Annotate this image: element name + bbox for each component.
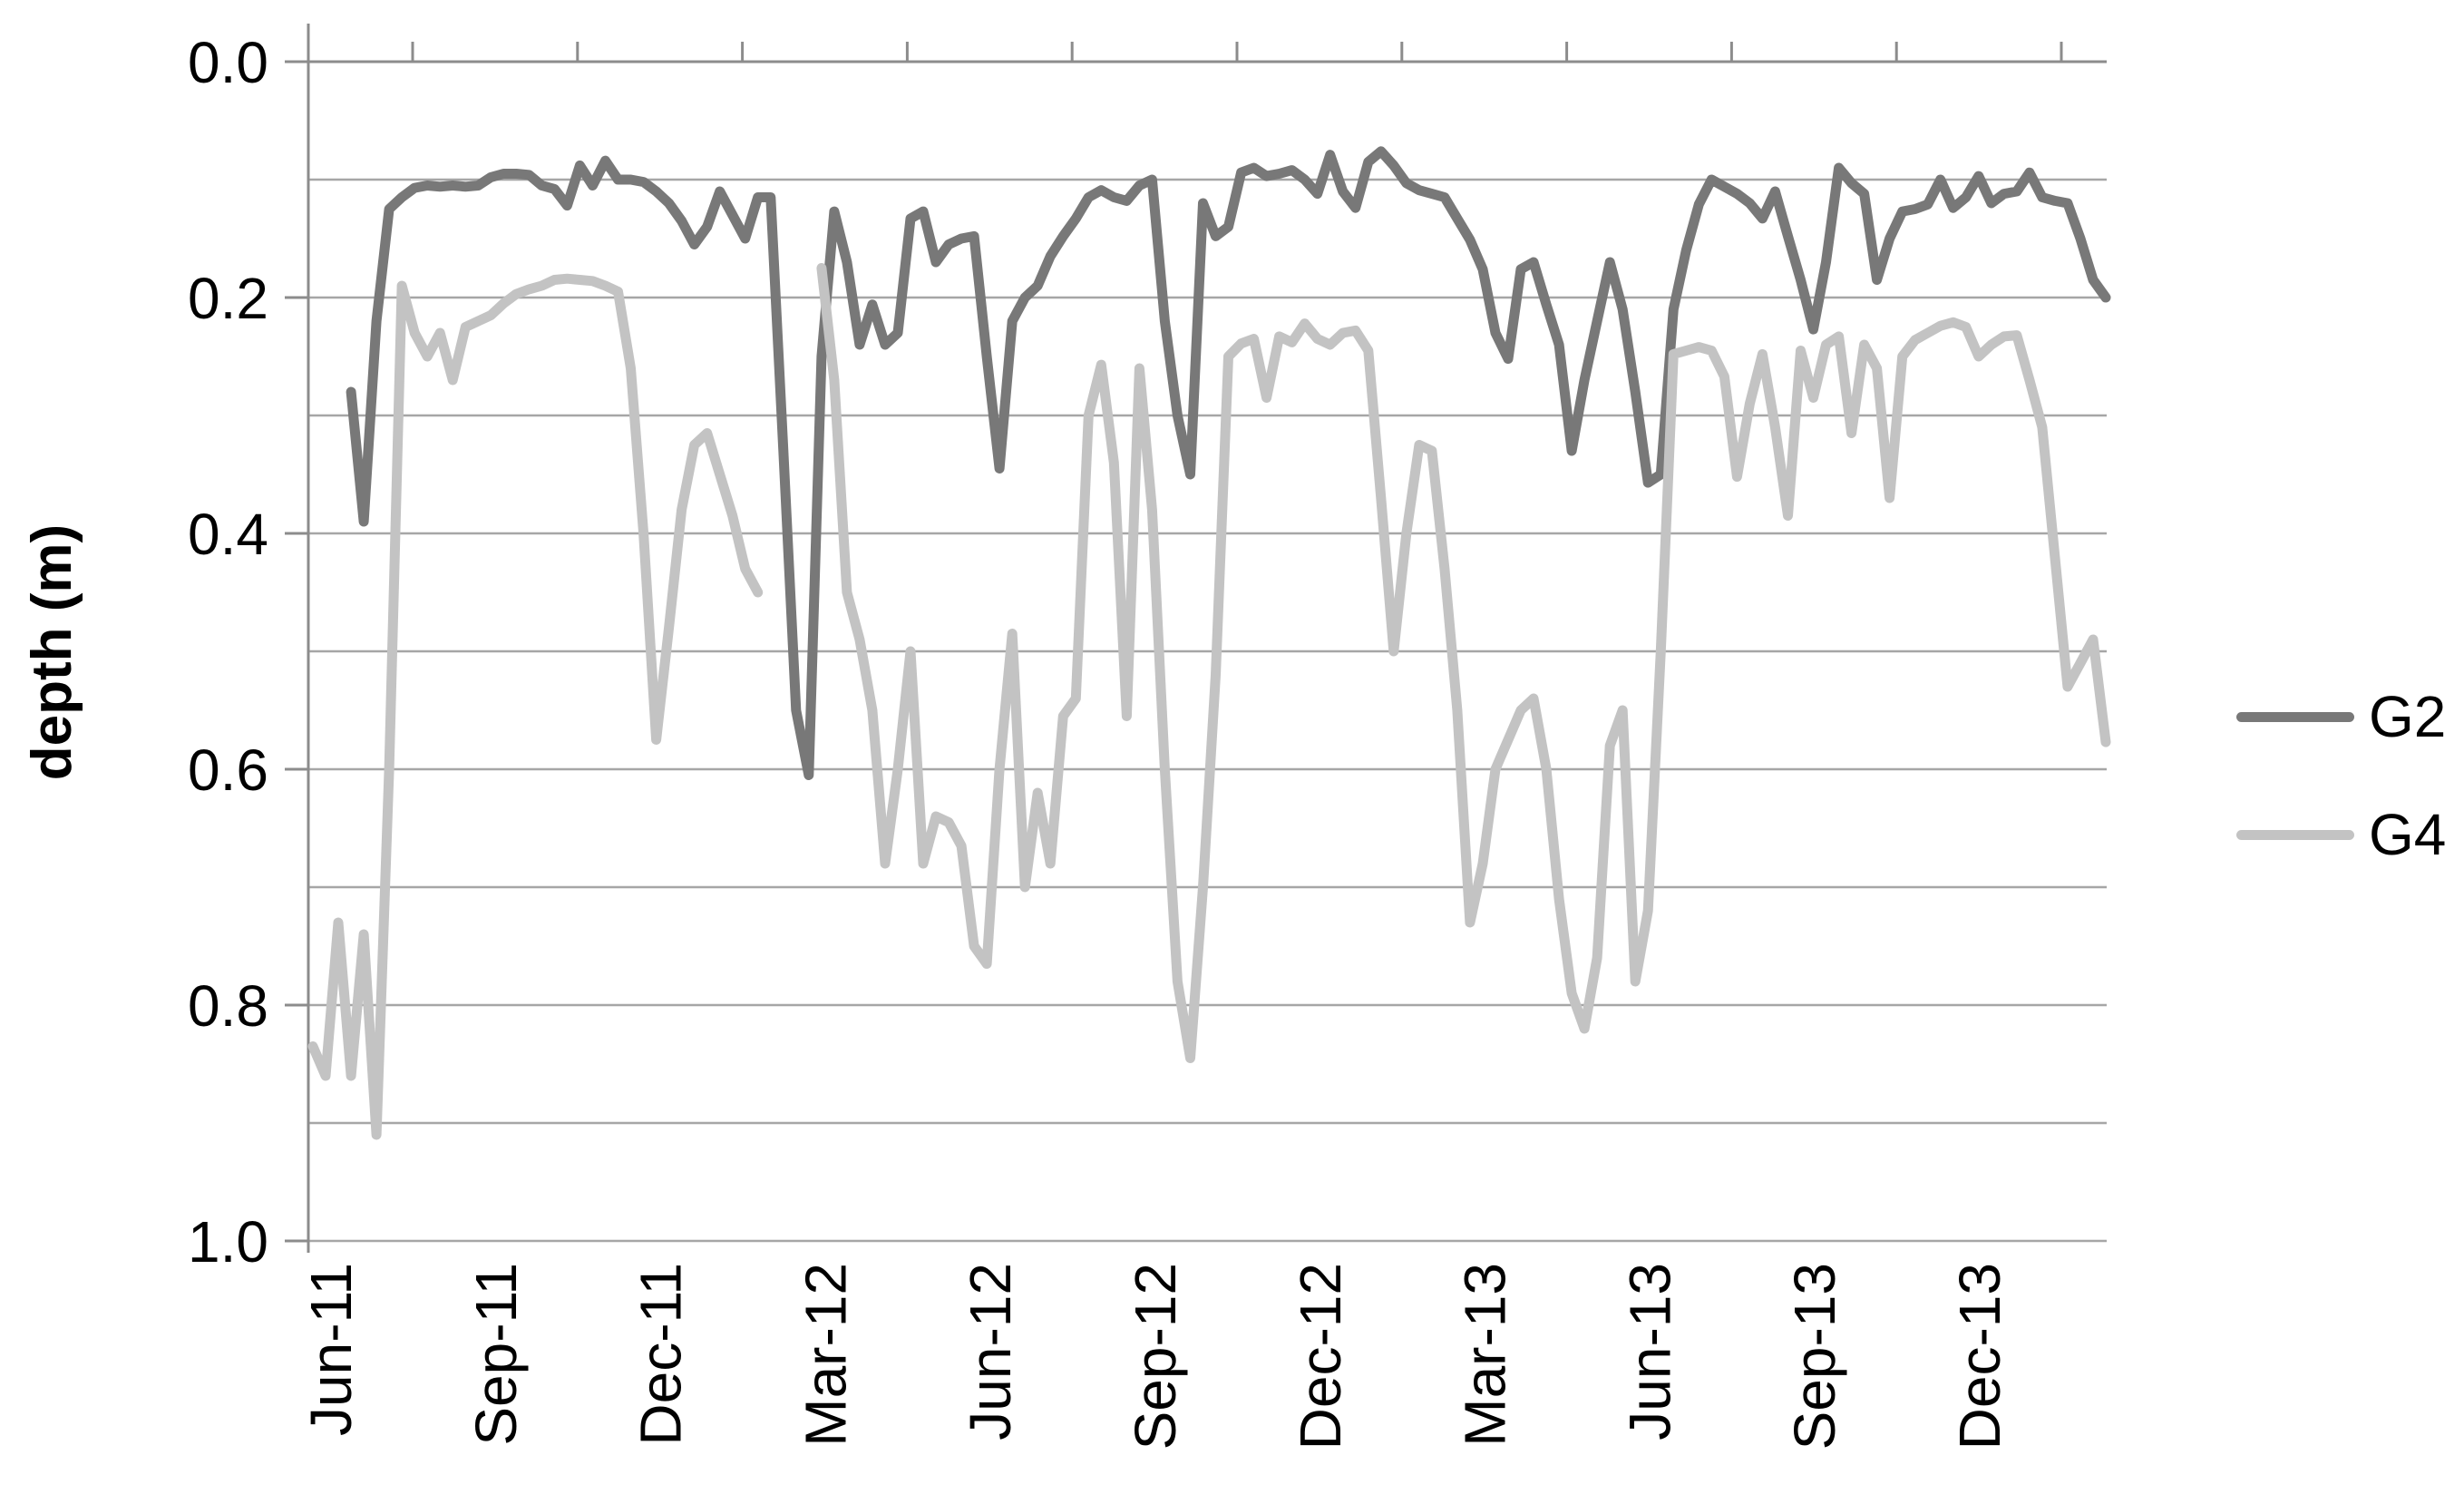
y-axis-title: depth (m) (21, 523, 83, 781)
x-tick-label: Dec-12 (1288, 1263, 1353, 1450)
legend-entry-g4: G4 (2236, 805, 2446, 864)
x-tick-label: Sep-12 (1123, 1263, 1188, 1450)
legend-swatch-g4-line (2236, 829, 2354, 840)
x-tick-label: Jun-13 (1617, 1263, 1682, 1441)
y-tick-label: 0.0 (188, 30, 268, 95)
x-tick-label: Sep-11 (463, 1263, 529, 1446)
legend-swatch-g2-line (2236, 711, 2354, 722)
y-tick-label: 0.4 (188, 502, 268, 567)
x-tick-label: Dec-13 (1947, 1263, 2012, 1450)
series-line-g4 (307, 263, 2111, 1140)
y-tick-label: 0.8 (188, 973, 268, 1039)
x-tick-label: Mar-13 (1453, 1263, 1518, 1447)
x-tick-label: Jun-11 (298, 1263, 364, 1436)
x-tick-label: Dec-11 (628, 1263, 694, 1446)
legend-label-g4: G4 (2369, 802, 2447, 867)
x-tick-label: Mar-12 (793, 1263, 858, 1447)
x-tick-label: Jun-12 (958, 1263, 1023, 1441)
y-tick-label: 0.6 (188, 737, 268, 803)
x-tick-label: Sep-13 (1782, 1263, 1847, 1450)
series-line-g2 (346, 146, 2111, 780)
y-tick-label: 0.2 (188, 266, 268, 331)
legend-entry-g2: G2 (2236, 687, 2446, 747)
y-tick-label: 1.0 (188, 1209, 268, 1274)
legend-label-g2: G2 (2369, 684, 2447, 749)
